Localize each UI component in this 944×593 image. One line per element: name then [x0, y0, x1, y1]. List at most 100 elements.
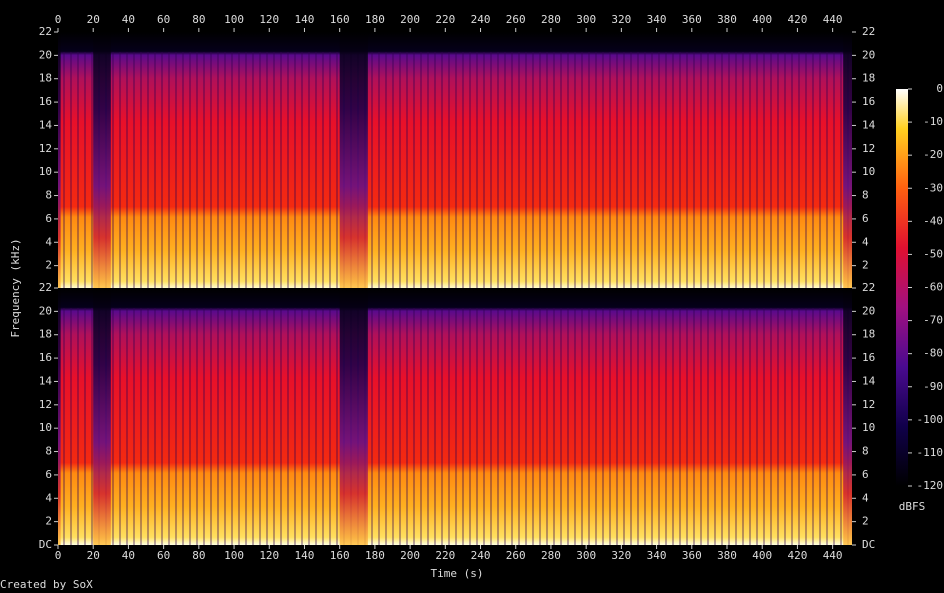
y-tick-label: 22	[39, 25, 52, 38]
quiet-section	[58, 32, 61, 289]
x-tick-label: 400	[752, 549, 772, 562]
x-tick-label: 140	[295, 13, 315, 26]
colorbar-tick-label: -70	[923, 314, 943, 327]
x-tick-label: 160	[330, 549, 350, 562]
x-tick-label: 340	[647, 13, 667, 26]
x-tick-label: 280	[541, 549, 561, 562]
quiet-section	[58, 288, 61, 545]
y-tick-label: 16	[862, 351, 875, 364]
quiet-section	[93, 288, 111, 545]
x-tick-label: 440	[823, 13, 843, 26]
x-tick-label: 20	[87, 549, 100, 562]
y-tick-label: 12	[862, 142, 875, 155]
colorbar-tick-label: -30	[923, 181, 943, 194]
colorbar-tick-label: -110	[917, 446, 944, 459]
y-tick-label: 10	[39, 421, 52, 434]
x-tick-label: 120	[259, 549, 279, 562]
y-tick-label: 18	[39, 328, 52, 341]
x-tick-label: 80	[192, 13, 205, 26]
x-tick-label: 220	[435, 13, 455, 26]
x-tick-label: 0	[55, 549, 62, 562]
y-tick-label: 8	[45, 189, 52, 202]
y-tick-label: 8	[862, 189, 869, 202]
y-tick-label: 16	[39, 95, 52, 108]
quiet-section	[843, 288, 852, 545]
colorbar-tick-label: -40	[923, 214, 943, 227]
y-tick-label: 22	[39, 281, 52, 294]
x-tick-label: 420	[787, 549, 807, 562]
x-tick-label: 420	[787, 13, 807, 26]
y-tick-label: 2	[45, 515, 52, 528]
x-tick-label: 100	[224, 549, 244, 562]
x-tick-label: 260	[506, 549, 526, 562]
x-tick-label: 0	[55, 13, 62, 26]
y-tick-label: 6	[862, 212, 869, 225]
y-tick-label: 16	[862, 95, 875, 108]
x-tick-label: 260	[506, 13, 526, 26]
x-tick-label: 80	[192, 549, 205, 562]
y-tick-label: 12	[39, 398, 52, 411]
x-axis-label: Time (s)	[431, 567, 484, 580]
x-tick-label: 40	[122, 549, 135, 562]
y-tick-label: 20	[39, 304, 52, 317]
y-tick-label: 12	[862, 398, 875, 411]
colorbar-tick-label: -60	[923, 281, 943, 294]
spectrogram-panels	[58, 32, 852, 545]
y-tick-label: 6	[45, 468, 52, 481]
y-tick-label: 4	[45, 235, 52, 248]
y-tick-label: 22	[862, 281, 875, 294]
y-tick-label: 4	[45, 491, 52, 504]
y-tick-label: 8	[862, 445, 869, 458]
y-tick-label: 4	[862, 235, 869, 248]
y-tick-label: 2	[862, 515, 869, 528]
y-tick-label: 18	[862, 72, 875, 85]
y-tick-label: 2	[862, 259, 869, 272]
colorbar-tick-label: -50	[923, 247, 943, 260]
y-axis-label: Frequency (kHz)	[9, 238, 22, 337]
x-tick-label: 380	[717, 13, 737, 26]
x-tick-label: 320	[611, 13, 631, 26]
y-tick-label: 22	[862, 25, 875, 38]
colorbar-tick-label: -120	[917, 479, 944, 492]
channel-texture	[58, 52, 852, 289]
x-tick-label: 160	[330, 13, 350, 26]
x-tick-label: 340	[647, 549, 667, 562]
y-tick-label: 6	[862, 468, 869, 481]
y-tick-label: 18	[862, 328, 875, 341]
x-tick-label: 220	[435, 549, 455, 562]
y-tick-label: DC	[39, 538, 52, 551]
quiet-section	[93, 32, 111, 289]
x-tick-label: 360	[682, 549, 702, 562]
x-tick-label: 180	[365, 13, 385, 26]
colorbar-tick-label: -90	[923, 380, 943, 393]
x-tick-label: 280	[541, 13, 561, 26]
x-tick-label: 200	[400, 549, 420, 562]
x-tick-label: 300	[576, 549, 596, 562]
x-tick-label: 400	[752, 13, 772, 26]
y-tick-label: 10	[862, 421, 875, 434]
colorbar-label: dBFS	[899, 500, 926, 513]
quiet-section	[843, 32, 852, 289]
y-tick-label: 8	[45, 445, 52, 458]
y-tick-label: 10	[862, 165, 875, 178]
x-tick-label: 240	[471, 549, 491, 562]
x-tick-label: 440	[823, 549, 843, 562]
y-tick-label: 6	[45, 212, 52, 225]
x-tick-label: 60	[157, 13, 170, 26]
colorbar-tick-label: -20	[923, 148, 943, 161]
x-tick-label: 320	[611, 549, 631, 562]
quiet-section	[339, 32, 368, 289]
y-tick-label: DC	[862, 538, 875, 551]
colorbar	[896, 89, 908, 486]
x-tick-label: 180	[365, 549, 385, 562]
y-tick-label: 14	[39, 374, 53, 387]
y-tick-label: 14	[862, 374, 876, 387]
colorbar-tick-label: -10	[923, 115, 943, 128]
y-tick-label: 20	[862, 48, 875, 61]
colorbar-tick-label: -100	[917, 413, 944, 426]
y-tick-label: 20	[39, 48, 52, 61]
y-tick-label: 18	[39, 72, 52, 85]
x-tick-label: 140	[295, 549, 315, 562]
y-tick-label: 14	[862, 118, 876, 131]
